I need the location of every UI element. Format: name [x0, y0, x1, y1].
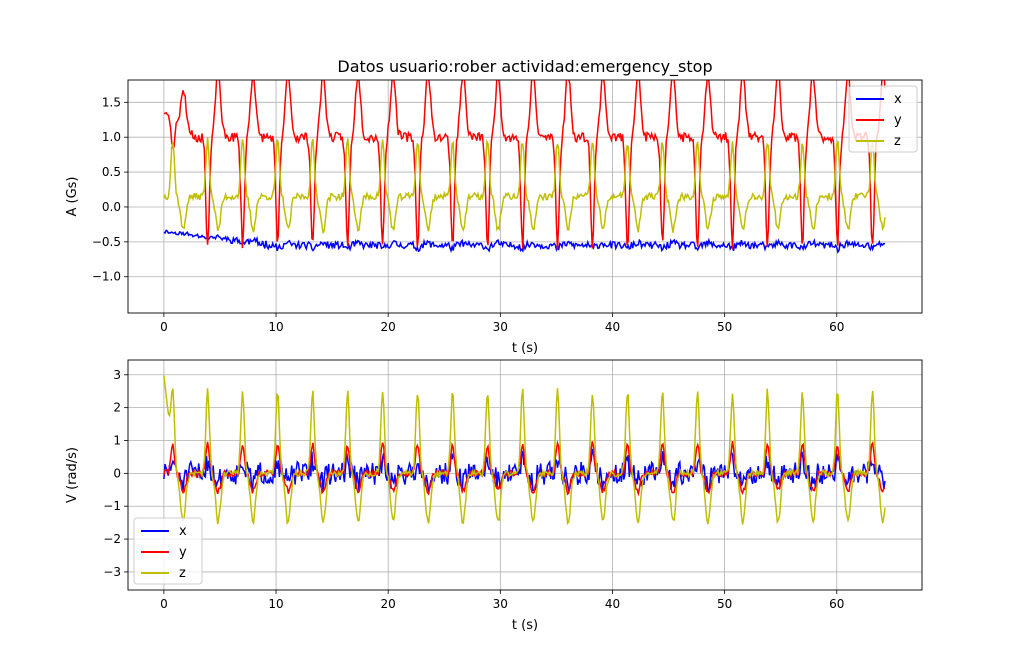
legend-label-x: x — [179, 524, 187, 539]
series-line-y — [163, 440, 886, 497]
y-tick-label: −1.0 — [92, 270, 121, 284]
axes-frame — [127, 79, 923, 314]
x-tick-label: 30 — [493, 597, 508, 611]
y-tick-label: 2 — [113, 401, 121, 415]
x-axis-label: t (s) — [512, 618, 538, 633]
x-tick-label: 10 — [268, 320, 283, 334]
x-tick-label: 60 — [829, 320, 844, 334]
x-tick-label: 0 — [160, 597, 168, 611]
figure-title: Datos usuario:rober actividad:emergency_… — [337, 57, 712, 77]
y-tick-label: −2 — [103, 532, 121, 546]
y-tick-label: 3 — [113, 368, 121, 382]
x-tick-label: 20 — [381, 597, 396, 611]
x-tick-label: 50 — [717, 320, 732, 334]
x-tick-label: 10 — [268, 597, 283, 611]
legend-label-z: z — [894, 134, 901, 149]
gyro-subplot: 0 10 20 30 40 50 60 −3 −2 −1 0 1 2 3 t (s) V (rad/s) xyz — [65, 359, 923, 633]
y-tick-label: −1 — [103, 499, 121, 513]
x-tick-label: 40 — [605, 597, 620, 611]
accel-subplot: 0 10 20 30 40 50 60 −1.0 −0.5 0.0 0.5 1.0 1.5 t (s) A … — [65, 79, 923, 356]
y-tick-label: 0.5 — [102, 165, 121, 179]
x-tick-label: 50 — [717, 597, 732, 611]
y-tick-label: 1 — [113, 434, 121, 448]
legend: xyz — [848, 85, 918, 153]
series-line-z — [163, 375, 886, 526]
x-tick-label: 40 — [605, 320, 620, 334]
legend: xyz — [133, 517, 203, 585]
legend-label-z: z — [179, 566, 186, 581]
x-axis-label: t (s) — [512, 341, 538, 356]
legend-label-y: y — [894, 113, 902, 128]
x-tick-label: 60 — [829, 597, 844, 611]
series-line-z — [163, 137, 886, 234]
y-tick-label: −0.5 — [92, 235, 121, 249]
series-line-x — [163, 229, 886, 254]
y-tick-label: 0.0 — [102, 200, 121, 214]
legend-label-y: y — [179, 545, 187, 560]
y-axis-label: V (rad/s) — [65, 447, 80, 503]
legend-label-x: x — [894, 92, 902, 107]
x-tick-label: 0 — [160, 320, 168, 334]
x-tick-label: 20 — [381, 320, 396, 334]
axes-frame — [127, 359, 923, 591]
y-axis-label: A (Gs) — [65, 176, 80, 216]
y-tick-label: −3 — [103, 565, 121, 579]
y-tick-label: 1.5 — [102, 95, 121, 109]
x-tick-label: 30 — [493, 320, 508, 334]
y-tick-label: 0 — [113, 466, 121, 480]
y-tick-label: 1.0 — [102, 130, 121, 144]
